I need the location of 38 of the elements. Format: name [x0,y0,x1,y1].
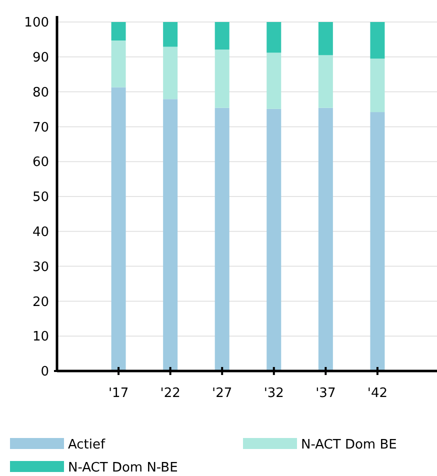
x-tick-label: '37 [316,386,336,401]
y-tick-label: 40 [32,224,49,240]
y-tick-label: 10 [32,330,49,345]
bar [214,50,230,108]
x-tick-label: '22 [160,386,180,401]
y-tick-label: 30 [32,260,49,275]
x-tick-label: '32 [264,386,284,401]
legend-label: N-ACT Dom BE [301,438,397,453]
bar [318,22,333,56]
bar [111,22,126,40]
y-tick-label: 100 [24,16,49,31]
y-tick-label: 90 [32,50,49,66]
bar [266,108,282,371]
bar [111,87,126,371]
bar [163,99,178,371]
bar [318,55,333,108]
legend-label: Actief [68,438,106,453]
y-tick-label: 20 [32,294,49,310]
legend-label: N-ACT Dom N-BE [68,460,178,476]
bar [370,58,385,112]
bar [370,112,385,371]
y-tick-label: 80 [32,85,49,100]
bar [111,40,126,88]
bar [370,22,385,59]
x-tick-label: '17 [108,386,129,401]
x-tick-label: '27 [212,386,232,401]
bar [266,52,282,109]
bar [163,46,178,100]
bar [266,22,282,53]
y-tick-label: 60 [32,155,49,170]
bar [214,22,230,50]
x-tick-label: '42 [367,386,388,401]
y-tick-label: 0 [40,364,49,380]
bar [318,108,333,371]
y-tick-label: 50 [32,190,49,206]
bar [214,108,230,371]
y-tick-label: 70 [32,120,49,136]
bar [163,22,178,47]
